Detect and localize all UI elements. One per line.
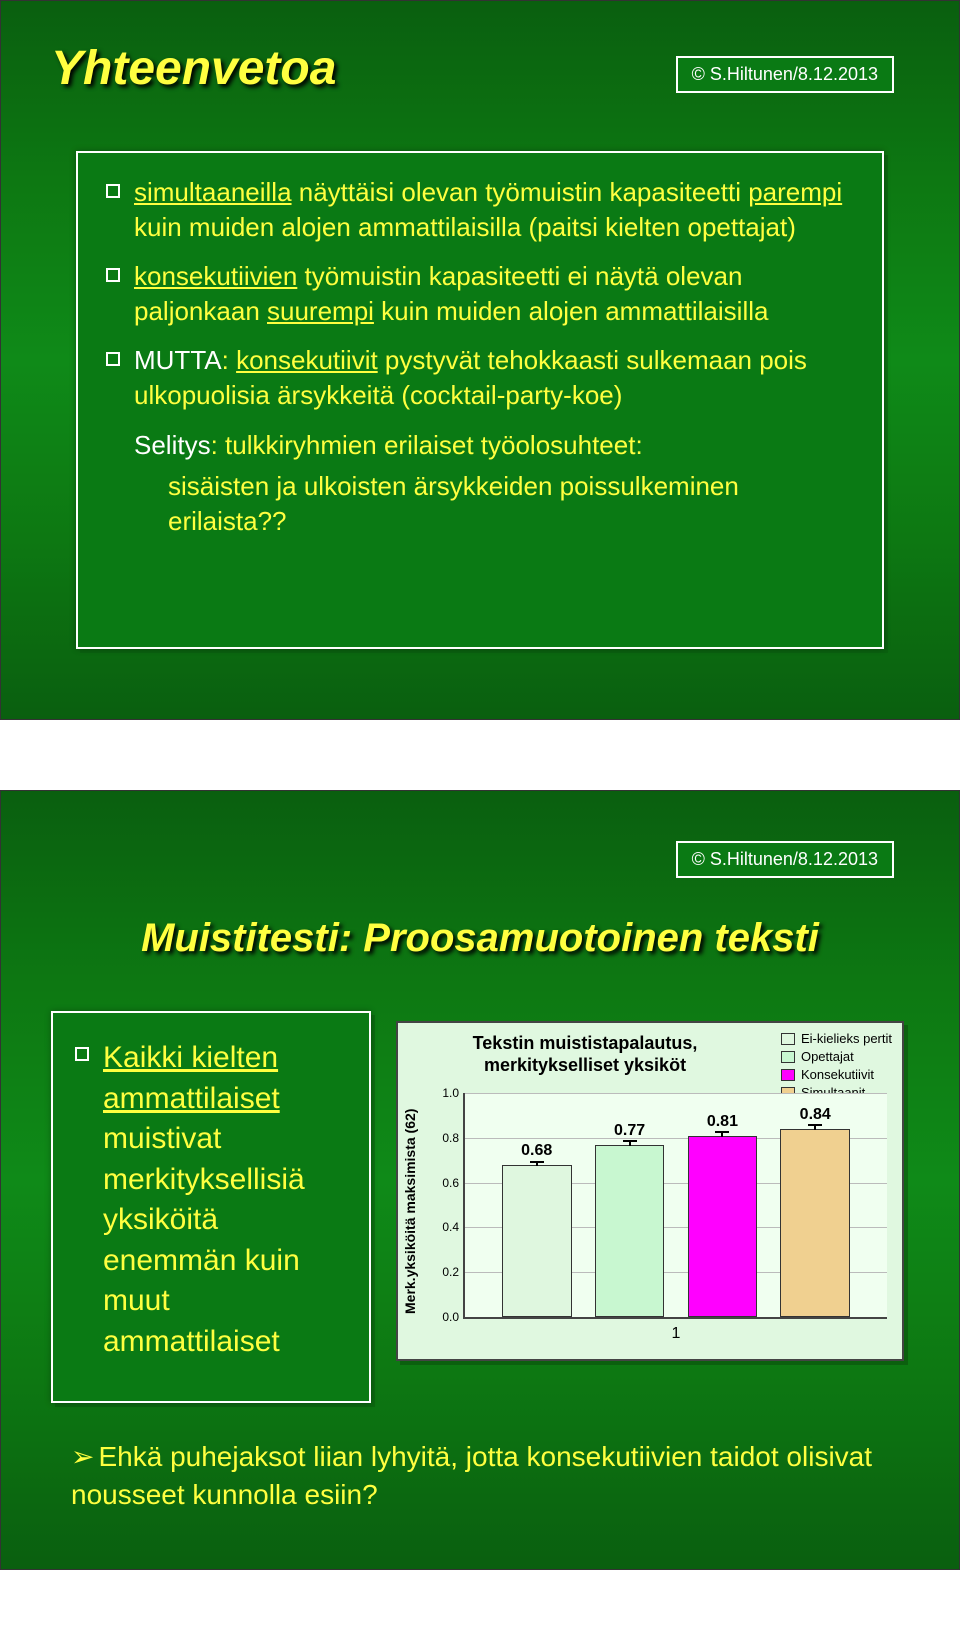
bullet-icon — [106, 268, 120, 282]
bullet-3: MUTTA: konsekutiivit pystyvät tehokkaast… — [106, 343, 854, 413]
copyright: © S.Hiltunen/8.12.2013 — [676, 56, 894, 93]
bullet-icon — [75, 1047, 89, 1061]
legend-swatch — [781, 1051, 795, 1063]
legend-label: Opettajat — [801, 1049, 854, 1064]
bullet-icon — [106, 184, 120, 198]
legend-item: Opettajat — [781, 1049, 892, 1064]
bullet-text: konsekutiivien työmuistin kapasiteetti e… — [134, 259, 854, 329]
y-tick: 0.8 — [442, 1131, 459, 1145]
slide-muistitesti: © S.Hiltunen/8.12.2013 Muistitesti: Proo… — [0, 790, 960, 1570]
bullet-text: Kaikki kielten ammattilaiset muistivat m… — [103, 1038, 349, 1362]
grid-line — [465, 1093, 887, 1094]
bar-value-label: 0.81 — [689, 1113, 757, 1131]
chart-bar: 0.81 — [688, 1136, 758, 1317]
legend-item: Konsekutiivit — [781, 1067, 892, 1082]
error-cap — [530, 1161, 544, 1163]
copyright: © S.Hiltunen/8.12.2013 — [676, 841, 894, 878]
chart-title: Tekstin muististapalautus, merkitykselli… — [398, 1033, 772, 1076]
y-tick: 0.6 — [442, 1176, 459, 1190]
content-box: simultaaneilla näyttäisi olevan työmuist… — [76, 151, 884, 649]
legend-item: Ei-kielieks pertit — [781, 1031, 892, 1046]
legend-label: Ei-kielieks pertit — [801, 1031, 892, 1046]
bullet-text: simultaaneilla näyttäisi olevan työmuist… — [134, 175, 854, 245]
error-cap — [623, 1140, 637, 1142]
bullet-1: simultaaneilla näyttäisi olevan työmuist… — [106, 175, 854, 245]
x-category: 1 — [465, 1325, 887, 1343]
legend-swatch — [781, 1033, 795, 1045]
legend-label: Konsekutiivit — [801, 1067, 874, 1082]
y-tick: 0.2 — [442, 1265, 459, 1279]
bullet-text: MUTTA: konsekutiivit pystyvät tehokkaast… — [134, 343, 854, 413]
left-content-box: Kaikki kielten ammattilaiset muistivat m… — [51, 1011, 371, 1403]
slide-title: Muistitesti: Proosamuotoinen teksti — [1, 916, 959, 961]
error-cap — [808, 1124, 822, 1126]
plot-area: 1 0.00.20.40.60.81.00.680.770.810.84 — [463, 1093, 887, 1319]
bar-value-label: 0.84 — [781, 1106, 849, 1124]
y-tick: 0.4 — [442, 1220, 459, 1234]
y-tick: 1.0 — [442, 1086, 459, 1100]
chart-bar: 0.84 — [780, 1129, 850, 1317]
bar-value-label: 0.68 — [503, 1142, 571, 1160]
legend-swatch — [781, 1069, 795, 1081]
bullet-2: konsekutiivien työmuistin kapasiteetti e… — [106, 259, 854, 329]
chart-bar: 0.68 — [502, 1165, 572, 1317]
selitys-line: Selitys: tulkkiryhmien erilaiset työolos… — [134, 428, 854, 463]
bottom-conclusion: ➢Ehkä puhejaksot liian lyhyitä, jotta ko… — [71, 1438, 899, 1514]
bullet-left: Kaikki kielten ammattilaiset muistivat m… — [75, 1038, 349, 1362]
slide-yhteenvetoa: Yhteenvetoa © S.Hiltunen/8.12.2013 simul… — [0, 0, 960, 720]
y-axis-label: Merk.yksiköitä maksimista (62) — [402, 1093, 422, 1329]
selitys-sub: sisäisten ja ulkoisten ärsykkeiden poiss… — [168, 469, 854, 539]
bar-value-label: 0.77 — [596, 1122, 664, 1140]
slide-title: Yhteenvetoa — [51, 41, 336, 96]
chart-bar: 0.77 — [595, 1145, 665, 1317]
bullet-icon — [106, 352, 120, 366]
bar-chart: Tekstin muististapalautus, merkitykselli… — [396, 1021, 904, 1361]
y-tick: 0.0 — [442, 1310, 459, 1324]
arrow-icon: ➢ — [71, 1441, 94, 1472]
error-cap — [715, 1131, 729, 1133]
